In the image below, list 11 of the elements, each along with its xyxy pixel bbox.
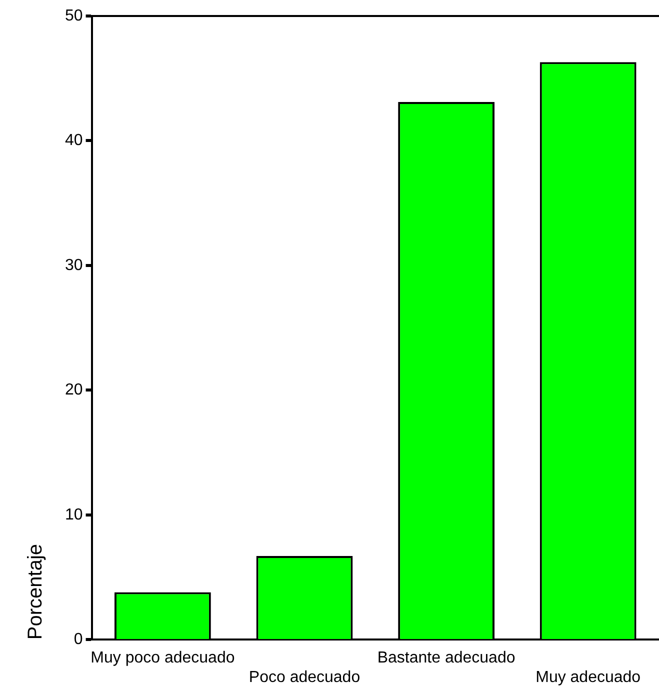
x-tick-label: Muy poco adecuado <box>90 650 235 667</box>
x-tick-label: Bastante adecuado <box>377 650 516 667</box>
y-tick-label: 0 <box>74 631 83 648</box>
y-tick-label: 30 <box>65 256 83 274</box>
y-tick-label: 10 <box>65 506 83 524</box>
y-tick-label: 40 <box>65 132 83 150</box>
x-tick-label: Muy adecuado <box>536 668 641 686</box>
y-tick-label: 50 <box>65 7 83 24</box>
x-tick-label: Poco adecuado <box>248 668 360 686</box>
y-tick-label: 20 <box>65 382 83 399</box>
y-axis-title: Porcentaje <box>24 544 47 640</box>
